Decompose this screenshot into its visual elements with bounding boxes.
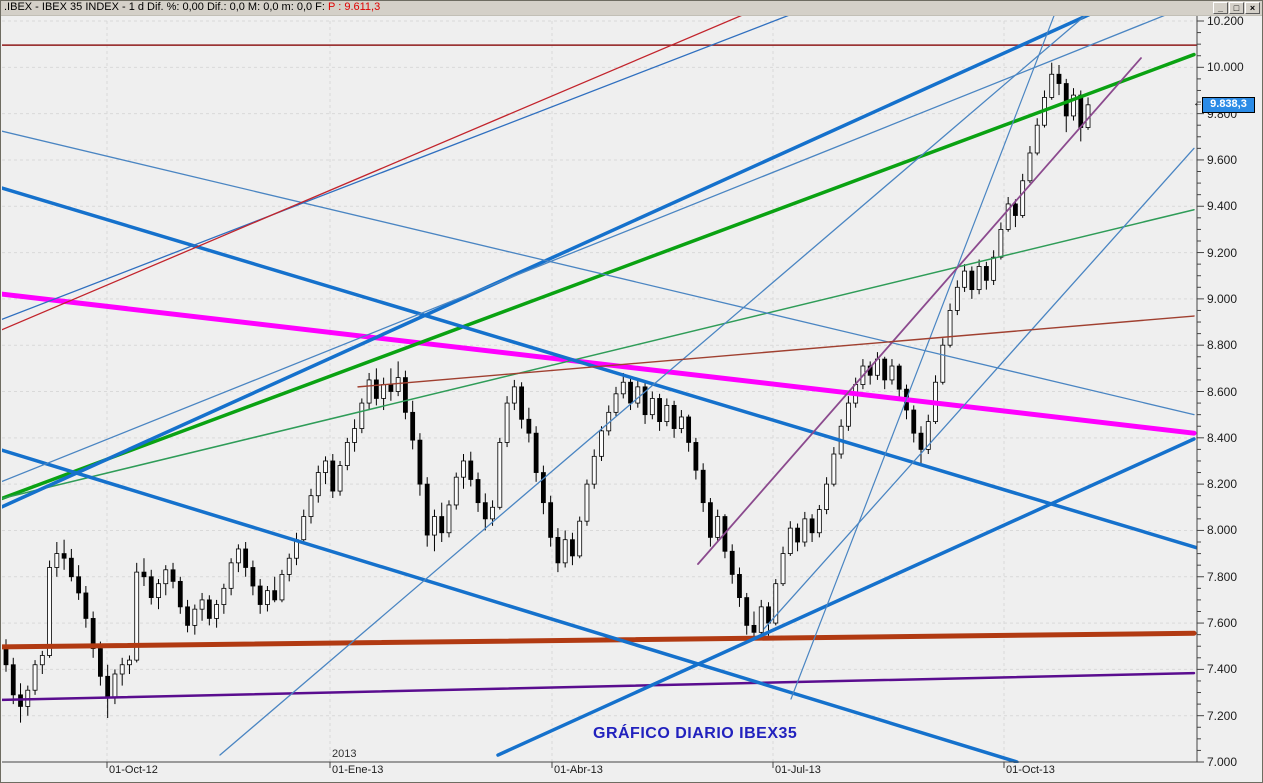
x-axis-label: 01-Oct-12 bbox=[109, 764, 158, 776]
year-marker: 2013 bbox=[332, 748, 357, 760]
y-axis-label: 9.400 bbox=[1207, 199, 1238, 214]
blue-uptrend-channel-top bbox=[2, 16, 1091, 509]
title-bar: .IBEX - IBEX 35 INDEX - 1 d Dif. %: 0,00… bbox=[1, 1, 1262, 16]
x-axis-label: 01-Abr-13 bbox=[554, 764, 603, 776]
y-axis-label: 8.800 bbox=[1207, 338, 1238, 353]
y-axis-label: 9.200 bbox=[1207, 245, 1238, 260]
gridlines bbox=[2, 20, 1197, 763]
y-axis-label: 8.200 bbox=[1207, 477, 1238, 492]
red-thin-jan-high-line bbox=[357, 315, 1195, 388]
green-uptrend-main bbox=[2, 52, 1196, 501]
green-uptrend-thin bbox=[2, 208, 1195, 500]
maximize-button[interactable]: □ bbox=[1229, 2, 1244, 14]
x-axis-label: 01-Oct-13 bbox=[1006, 764, 1055, 776]
window-title: .IBEX - IBEX 35 INDEX - 1 d Dif. %: 0,00… bbox=[4, 1, 329, 13]
minimize-button[interactable]: _ bbox=[1213, 2, 1228, 14]
close-button[interactable]: × bbox=[1245, 2, 1260, 14]
y-axis-label: 10.000 bbox=[1207, 60, 1244, 75]
blue-thin-steep-uptrend bbox=[219, 16, 1086, 756]
blue-thin-uptrend-pair bbox=[2, 16, 789, 321]
y-axis-label: 10.200 bbox=[1207, 14, 1244, 28]
last-session-price: P : 9.611,3 bbox=[328, 1, 381, 13]
blue-downtrend-upper bbox=[2, 186, 1197, 550]
window-controls: _ □ × bbox=[1213, 2, 1260, 14]
axes bbox=[2, 16, 1204, 768]
last-price-tag: 9.838,3 bbox=[1202, 96, 1255, 113]
trendlines bbox=[2, 16, 1197, 763]
y-axis-label: 8.600 bbox=[1207, 384, 1238, 399]
price-marker-arrow-icon: ← bbox=[1193, 97, 1203, 109]
y-axis-label: 9.000 bbox=[1207, 291, 1238, 306]
x-axis-label: 01-Ene-13 bbox=[332, 764, 384, 776]
y-axis-label: 7.800 bbox=[1207, 569, 1238, 584]
y-axis-label: 7.600 bbox=[1207, 616, 1238, 631]
chart-annotation: GRÁFICO DIARIO IBEX35 bbox=[593, 725, 798, 742]
purple-lower-support bbox=[2, 671, 1196, 702]
brown-major-support bbox=[2, 630, 1197, 650]
violet-rally-channel bbox=[697, 57, 1142, 565]
y-axis-label: 7.400 bbox=[1207, 662, 1238, 677]
y-axis-label: 8.000 bbox=[1207, 523, 1238, 538]
y-axis-label: 7.000 bbox=[1207, 755, 1238, 769]
y-axis-label: 8.400 bbox=[1207, 430, 1238, 445]
y-axis-label: 9.600 bbox=[1207, 152, 1238, 167]
magenta-downtrend bbox=[2, 291, 1197, 436]
y-axis-label: 7.200 bbox=[1207, 708, 1238, 723]
blue-uptrend-channel-bottom bbox=[496, 437, 1196, 757]
blue-thin-june-fan bbox=[763, 147, 1195, 630]
blue-downtrend-lower bbox=[2, 448, 1019, 763]
blue-thin-june-steep bbox=[790, 16, 1055, 700]
red-thin-uptrend-pair bbox=[2, 16, 742, 331]
x-axis-label: 01-Jul-13 bbox=[775, 764, 821, 776]
blue-thin-uptrend-2 bbox=[2, 16, 1165, 483]
blue-thin-downtrend bbox=[2, 130, 1195, 416]
candlestick-series bbox=[3, 62, 1091, 723]
